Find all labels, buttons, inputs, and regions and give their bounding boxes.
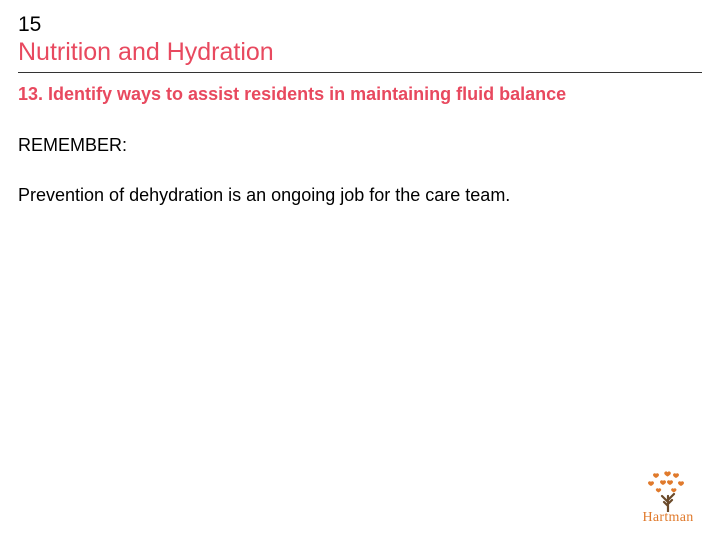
- body-block: REMEMBER: Prevention of dehydration is a…: [18, 133, 702, 208]
- chapter-title: Nutrition and Hydration: [18, 37, 702, 68]
- chapter-number: 15: [18, 12, 702, 37]
- remember-label: REMEMBER:: [18, 133, 702, 157]
- tree-icon: [645, 470, 691, 512]
- publisher-logo: Hartman: [638, 470, 698, 526]
- body-paragraph: Prevention of dehydration is an ongoing …: [18, 183, 702, 207]
- section-heading: 13. Identify ways to assist residents in…: [18, 83, 702, 106]
- publisher-name: Hartman: [638, 510, 698, 526]
- header-divider: [18, 72, 702, 73]
- slide-container: 15 Nutrition and Hydration 13. Identify …: [0, 0, 720, 540]
